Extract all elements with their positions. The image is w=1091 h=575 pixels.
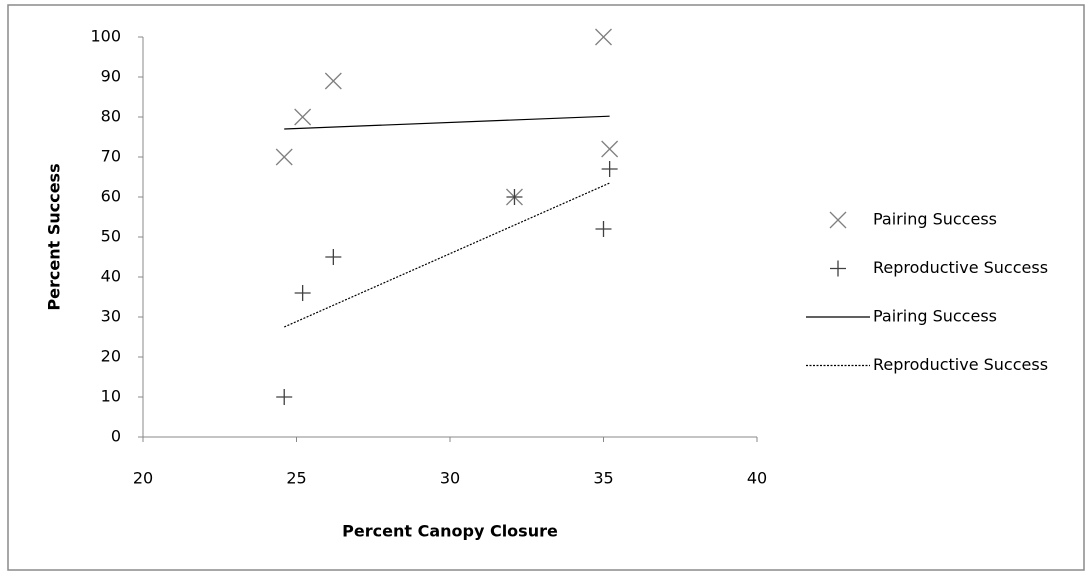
data-point <box>324 72 342 90</box>
y-tick-label: 10 <box>101 387 121 406</box>
y-tick-label: 40 <box>101 267 121 286</box>
legend-symbol <box>830 260 846 277</box>
y-tick-label: 70 <box>101 147 121 166</box>
legend-label: Pairing Success <box>873 210 997 229</box>
trend-line <box>284 115 610 130</box>
x-tick-label: 30 <box>440 469 460 488</box>
data-point <box>601 140 619 158</box>
legend-label: Pairing Success <box>873 307 997 326</box>
y-tick-label: 60 <box>101 187 121 206</box>
x-tick-label: 40 <box>747 469 767 488</box>
y-tick-label: 50 <box>101 227 121 246</box>
x-tick-label: 25 <box>286 469 306 488</box>
chart-frame <box>7 4 1085 571</box>
x-tick-label: 35 <box>593 469 613 488</box>
data-point <box>294 285 311 301</box>
data-point <box>506 189 523 205</box>
data-point <box>325 249 342 265</box>
data-point <box>294 108 312 126</box>
legend-symbol <box>829 211 847 229</box>
data-point <box>601 161 618 177</box>
y-tick-label: 0 <box>111 427 121 446</box>
y-tick-label: 100 <box>90 27 121 46</box>
data-point <box>276 389 293 405</box>
y-tick-label: 30 <box>101 307 121 326</box>
legend-label: Reproductive Success <box>873 355 1048 374</box>
y-axis-label: Percent Success <box>45 163 64 310</box>
data-point <box>595 28 612 46</box>
y-tick-label: 90 <box>101 67 121 86</box>
data-point <box>275 148 293 166</box>
x-axis-label: Percent Canopy Closure <box>342 522 558 541</box>
y-tick-label: 80 <box>101 107 121 126</box>
legend-label: Reproductive Success <box>873 258 1048 277</box>
y-tick-label: 20 <box>101 347 121 366</box>
x-tick-label: 20 <box>133 469 153 488</box>
data-point <box>595 221 612 237</box>
